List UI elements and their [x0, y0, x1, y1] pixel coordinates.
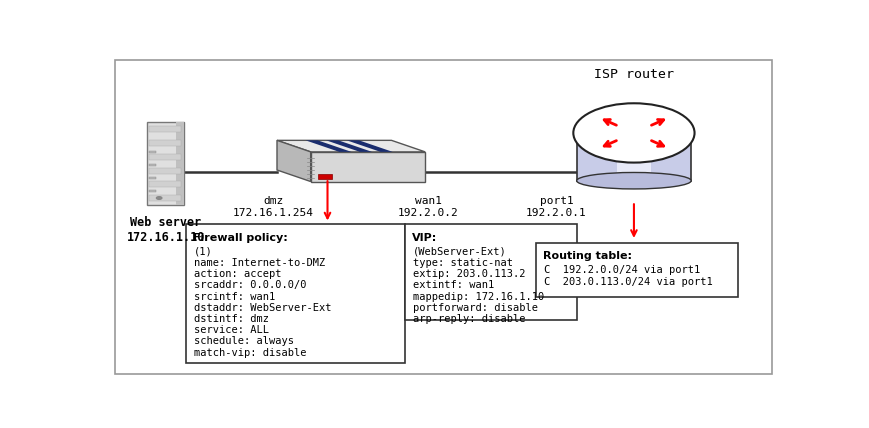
Bar	[149, 181, 181, 187]
Bar	[149, 190, 156, 192]
Polygon shape	[311, 152, 425, 181]
Text: (1): (1)	[194, 247, 213, 257]
Text: C  203.0.113.0/24 via port1: C 203.0.113.0/24 via port1	[544, 277, 713, 288]
Text: arp-reply: disable: arp-reply: disable	[413, 314, 526, 324]
Text: VIP:: VIP:	[412, 233, 437, 243]
Text: dmz
172.16.1.254: dmz 172.16.1.254	[233, 196, 314, 218]
Text: extintf: wan1: extintf: wan1	[413, 280, 494, 291]
Polygon shape	[277, 140, 311, 181]
Text: service: ALL: service: ALL	[194, 325, 269, 335]
Bar	[149, 154, 181, 160]
Text: Firewall policy:: Firewall policy:	[193, 233, 288, 243]
Text: Routing table:: Routing table:	[543, 251, 632, 261]
Text: dstaddr: WebServer-Ext: dstaddr: WebServer-Ext	[194, 303, 332, 313]
Bar	[577, 133, 691, 181]
Text: portforward: disable: portforward: disable	[413, 303, 538, 313]
Text: wan1
192.2.0.2: wan1 192.2.0.2	[398, 196, 459, 218]
Bar	[149, 126, 181, 132]
Text: srcaddr: 0.0.0.0/0: srcaddr: 0.0.0.0/0	[194, 280, 307, 291]
Bar	[149, 151, 156, 153]
Text: srcintf: wan1: srcintf: wan1	[194, 291, 275, 302]
Text: dstintf: dmz: dstintf: dmz	[194, 314, 269, 324]
Bar	[149, 140, 181, 146]
Polygon shape	[277, 140, 425, 152]
Circle shape	[574, 103, 694, 163]
Text: action: accept: action: accept	[194, 269, 282, 279]
Bar	[176, 122, 184, 205]
Polygon shape	[326, 140, 372, 152]
Text: ISP router: ISP router	[594, 68, 674, 81]
Polygon shape	[347, 140, 393, 152]
Bar	[317, 174, 332, 179]
Text: name: Internet-to-DMZ: name: Internet-to-DMZ	[194, 258, 325, 268]
Text: (WebServer-Ext): (WebServer-Ext)	[413, 247, 507, 257]
Text: extip: 203.0.113.2: extip: 203.0.113.2	[413, 269, 526, 279]
Bar	[186, 224, 405, 363]
Text: mappedip: 172.16.1.10: mappedip: 172.16.1.10	[413, 291, 544, 302]
Text: Web server
172.16.1.10: Web server 172.16.1.10	[127, 216, 205, 244]
Bar	[617, 133, 651, 181]
Bar	[149, 195, 181, 201]
Circle shape	[156, 197, 162, 199]
Text: schedule: always: schedule: always	[194, 336, 294, 346]
Ellipse shape	[577, 125, 691, 141]
Ellipse shape	[577, 172, 691, 189]
Polygon shape	[306, 140, 351, 152]
Bar	[149, 177, 156, 179]
Text: match-vip: disable: match-vip: disable	[194, 348, 307, 358]
Bar	[149, 168, 181, 174]
Text: port1
192.2.0.1: port1 192.2.0.1	[526, 196, 587, 218]
Bar	[149, 164, 156, 166]
Bar	[405, 224, 577, 320]
Bar	[536, 243, 739, 297]
Text: C  192.2.0.0/24 via port1: C 192.2.0.0/24 via port1	[544, 265, 700, 275]
Bar	[148, 122, 184, 205]
Text: type: static-nat: type: static-nat	[413, 258, 513, 268]
